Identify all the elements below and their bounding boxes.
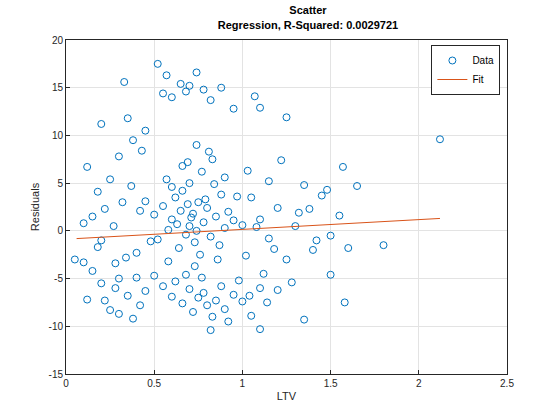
svg-text:Data: Data	[472, 55, 494, 66]
svg-text:Fit: Fit	[472, 74, 483, 85]
svg-text:-15: -15	[49, 369, 64, 380]
svg-text:Residuals: Residuals	[29, 182, 41, 231]
svg-text:0.5: 0.5	[147, 378, 161, 389]
svg-text:2: 2	[416, 378, 422, 389]
svg-text:-5: -5	[54, 273, 63, 284]
svg-text:0: 0	[57, 225, 63, 236]
svg-text:-10: -10	[49, 321, 64, 332]
svg-text:20: 20	[52, 35, 64, 46]
svg-text:1: 1	[240, 378, 246, 389]
svg-text:0: 0	[63, 378, 69, 389]
svg-text:5: 5	[57, 178, 63, 189]
svg-text:15: 15	[52, 82, 64, 93]
svg-text:ScatterRegression, R-Squared:: ScatterRegression, R-Squared: 0.0029721	[218, 4, 398, 30]
svg-text:1.5: 1.5	[324, 378, 338, 389]
svg-text:10: 10	[52, 130, 64, 141]
svg-text:2.5: 2.5	[500, 378, 514, 389]
svg-text:LTV: LTV	[277, 390, 297, 402]
